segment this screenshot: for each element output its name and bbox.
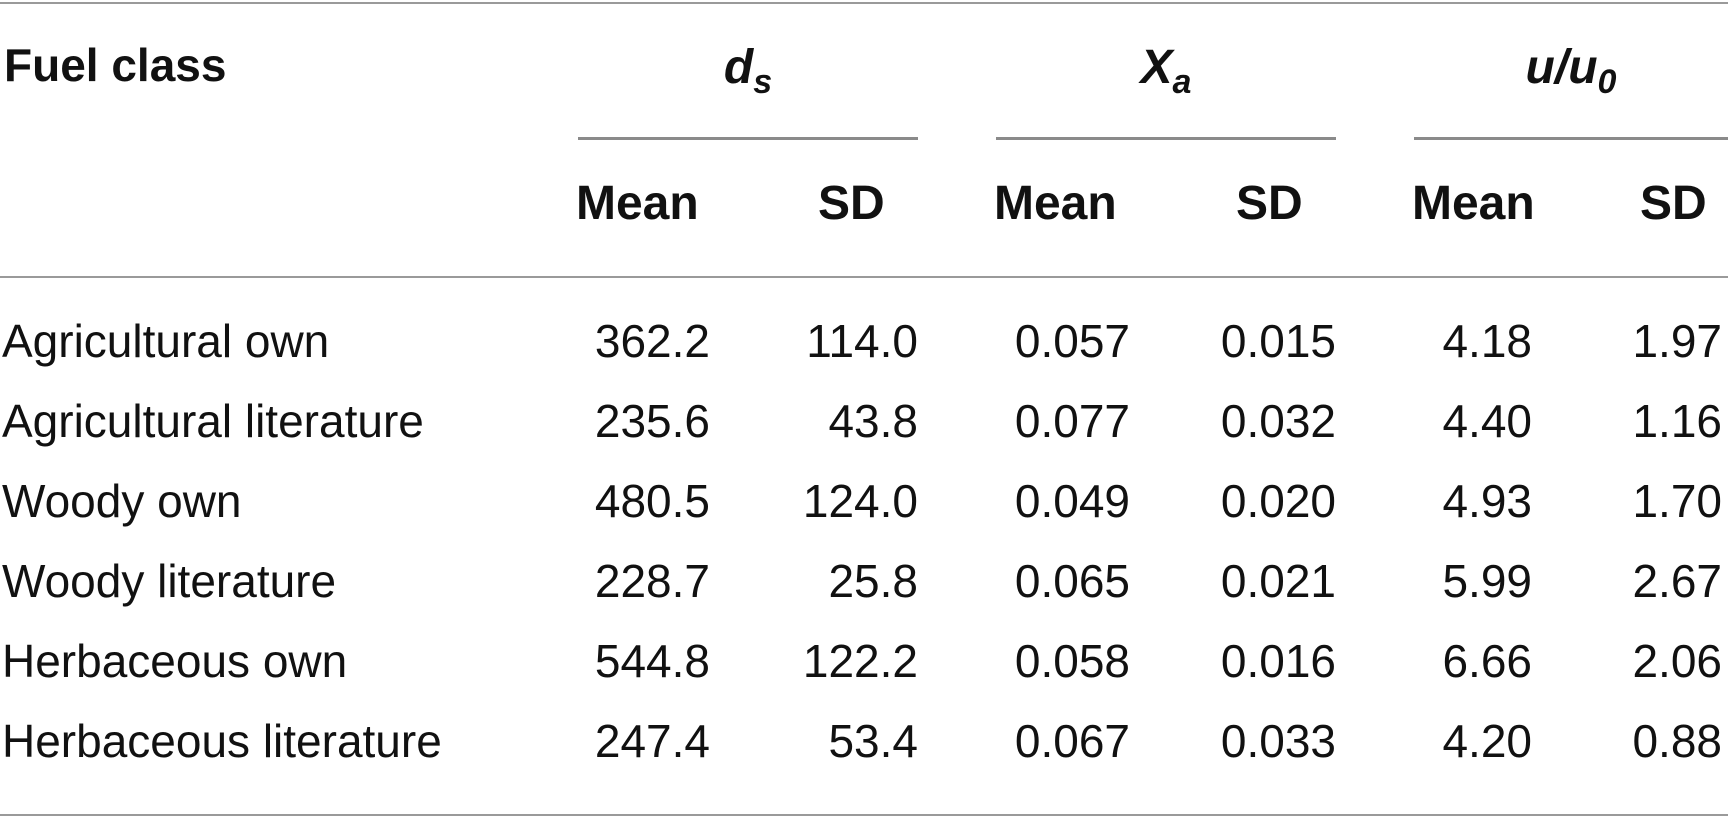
cell-ds-mean: 362.2 <box>594 315 710 367</box>
cell-ds-mean: 228.7 <box>594 555 710 607</box>
cell-u-sd: 1.97 <box>1632 315 1722 367</box>
group-subscript: s <box>753 63 773 101</box>
group-symbol: X <box>1140 41 1173 94</box>
sub-header-sd: SD <box>1640 177 1707 230</box>
group-rule-ds <box>578 137 918 140</box>
cell-xa-mean: 0.049 <box>1014 475 1130 527</box>
cell-ds-sd: 43.8 <box>828 395 918 447</box>
sub-header-mean: Mean <box>1412 177 1535 230</box>
group-symbol: d <box>723 41 754 94</box>
header-bottom-rule <box>0 276 1728 278</box>
cell-ds-mean: 544.8 <box>594 635 710 687</box>
cell-xa-sd: 0.033 <box>1220 715 1336 767</box>
group-rule-u-u0 <box>1414 137 1728 140</box>
cell-ds-sd: 122.2 <box>802 635 918 687</box>
cell-xa-mean: 0.067 <box>1014 715 1130 767</box>
cell-xa-mean: 0.057 <box>1014 315 1130 367</box>
cell-u-sd: 0.88 <box>1632 715 1722 767</box>
cell-xa-sd: 0.015 <box>1220 315 1336 367</box>
cell-u-sd: 2.67 <box>1632 555 1722 607</box>
cell-u-mean: 4.40 <box>1442 395 1532 447</box>
sub-header-mean: Mean <box>994 177 1117 230</box>
cell-xa-sd: 0.016 <box>1220 635 1336 687</box>
cell-u-mean: 4.18 <box>1442 315 1532 367</box>
cell-xa-mean: 0.077 <box>1014 395 1130 447</box>
table-top-rule <box>0 2 1728 4</box>
cell-xa-sd: 0.020 <box>1220 475 1336 527</box>
cell-xa-sd: 0.032 <box>1220 395 1336 447</box>
cell-ds-sd: 53.4 <box>828 715 918 767</box>
cell-u-sd: 1.70 <box>1632 475 1722 527</box>
row-label: Herbaceous own <box>2 635 348 687</box>
row-label: Herbaceous literature <box>2 715 442 767</box>
cell-u-mean: 6.66 <box>1442 635 1532 687</box>
row-label: Agricultural literature <box>2 395 424 447</box>
cell-xa-mean: 0.058 <box>1014 635 1130 687</box>
group-header-xa: Xa <box>996 41 1336 101</box>
table-bottom-rule <box>0 814 1728 816</box>
cell-u-mean: 5.99 <box>1442 555 1532 607</box>
cell-ds-sd: 114.0 <box>806 315 918 367</box>
cell-u-mean: 4.93 <box>1442 475 1532 527</box>
row-label: Woody literature <box>2 555 337 607</box>
cell-xa-sd: 0.021 <box>1220 555 1336 607</box>
sub-header-sd: SD <box>1236 177 1303 230</box>
group-subscript: 0 <box>1597 63 1617 101</box>
row-label: Woody own <box>2 475 242 527</box>
cell-ds-mean: 480.5 <box>594 475 710 527</box>
group-subscript: a <box>1172 63 1192 101</box>
sub-header-mean: Mean <box>576 177 699 230</box>
cell-ds-mean: 235.6 <box>594 395 710 447</box>
fuel-class-header: Fuel class <box>4 39 227 91</box>
cell-ds-sd: 25.8 <box>828 555 918 607</box>
cell-u-sd: 2.06 <box>1632 635 1722 687</box>
cell-xa-mean: 0.065 <box>1014 555 1130 607</box>
sub-header-sd: SD <box>818 177 885 230</box>
group-rule-xa <box>996 137 1336 140</box>
group-header-u-u0: u/u0 <box>1414 41 1728 101</box>
cell-u-sd: 1.16 <box>1632 395 1722 447</box>
cell-u-mean: 4.20 <box>1442 715 1532 767</box>
row-label: Agricultural own <box>2 315 330 367</box>
cell-ds-sd: 124.0 <box>802 475 918 527</box>
group-symbol: u/u <box>1525 41 1598 94</box>
cell-ds-mean: 247.4 <box>594 715 710 767</box>
group-header-ds: ds <box>578 41 918 101</box>
